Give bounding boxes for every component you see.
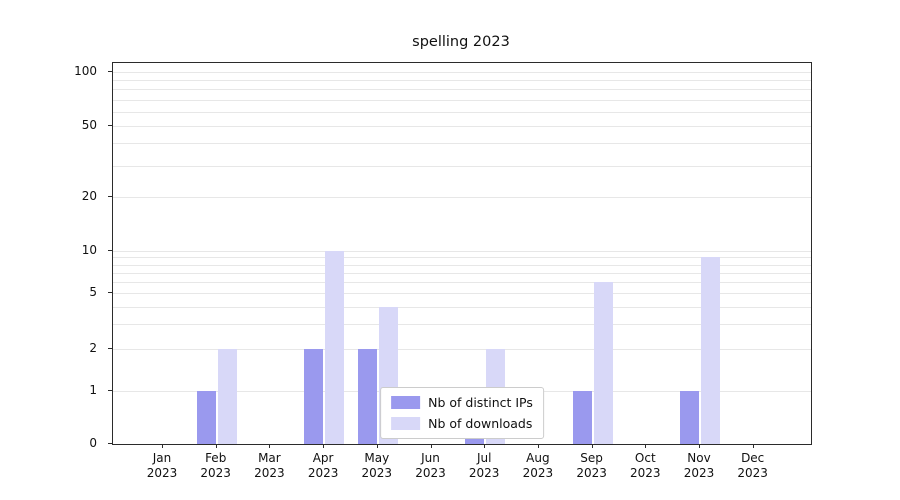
x-tick-label: Jun 2023	[415, 451, 446, 480]
x-tick-label: Oct 2023	[630, 451, 661, 480]
y-tick-label: 100	[74, 64, 97, 78]
gridline	[113, 125, 811, 127]
gridline	[113, 264, 811, 266]
y-tick-mark	[108, 390, 112, 391]
bar-downloads-apr	[325, 251, 345, 444]
y-tick-label: 10	[81, 243, 97, 257]
x-tick-mark	[699, 444, 700, 448]
y-tick-mark	[108, 196, 112, 198]
x-tick-mark	[215, 444, 217, 448]
legend-swatch-downloads	[391, 417, 421, 430]
x-tick-label: Nov 2023	[683, 451, 715, 480]
plot-area: Nb of distinct IPs Nb of downloads	[112, 62, 812, 445]
x-tick-mark	[430, 444, 432, 448]
legend-label-distinct-ips: Nb of distinct IPs	[428, 395, 533, 410]
x-tick-label: Mar 2023	[254, 451, 285, 480]
gridline	[113, 272, 811, 274]
y-tick-mark	[108, 250, 112, 251]
x-tick-label: Dec 2023	[737, 451, 768, 480]
x-tick-mark	[323, 444, 325, 448]
gridline	[113, 324, 811, 326]
x-tick-label: Sep 2023	[576, 451, 607, 480]
gridline	[113, 72, 811, 73]
bar-distinct-ips-sep	[572, 391, 592, 444]
gridline	[113, 293, 811, 295]
y-tick-mark	[108, 71, 112, 72]
bar-distinct-ips-nov	[680, 391, 699, 444]
gridline	[113, 80, 811, 82]
x-tick-label: Feb 2023	[200, 451, 231, 480]
y-tick-label: 0	[89, 436, 97, 450]
gridline	[113, 143, 811, 145]
x-tick-mark	[162, 444, 163, 448]
legend-swatch-distinct-ips	[391, 396, 421, 409]
y-tick-mark	[108, 124, 112, 126]
x-tick-mark	[591, 444, 593, 448]
bar-downloads-sep	[593, 282, 613, 444]
gridline	[113, 111, 811, 113]
x-tick-mark	[269, 444, 271, 448]
x-tick-mark	[376, 444, 378, 448]
y-tick-label: 2	[89, 340, 97, 355]
x-tick-mark	[537, 444, 539, 448]
y-tick-label: 1	[89, 383, 97, 397]
bar-downloads-feb	[217, 348, 237, 444]
y-tick-label: 5	[89, 285, 97, 300]
gridline	[113, 251, 811, 252]
x-tick-mark	[752, 444, 754, 448]
x-tick-label: Apr 2023	[307, 451, 339, 480]
bar-downloads-nov	[701, 257, 720, 444]
x-tick-label: Aug 2023	[522, 451, 554, 480]
legend-label-downloads: Nb of downloads	[428, 416, 533, 431]
gridline	[113, 348, 811, 350]
y-tick-label: 20	[81, 189, 97, 204]
chart-title: spelling 2023	[412, 34, 510, 50]
x-tick-label: Jan 2023	[146, 451, 178, 480]
gridline	[113, 257, 811, 259]
x-tick-mark	[484, 444, 486, 448]
y-tick-mark	[108, 443, 112, 444]
gridline	[113, 165, 811, 167]
x-tick-label: Jul 2023	[468, 451, 500, 480]
y-tick-mark	[108, 292, 112, 294]
y-tick-mark	[108, 347, 112, 349]
y-tick-label: 50	[81, 117, 97, 132]
legend-item-downloads: Nb of downloads	[391, 416, 533, 431]
gridline	[113, 306, 811, 308]
bar-distinct-ips-may	[357, 348, 377, 444]
gridline	[113, 197, 811, 199]
bar-distinct-ips-feb	[196, 391, 216, 444]
legend: Nb of distinct IPs Nb of downloads	[380, 387, 544, 439]
gridline	[113, 89, 811, 91]
x-tick-mark	[645, 444, 647, 448]
legend-item-distinct-ips: Nb of distinct IPs	[391, 395, 533, 410]
x-tick-label: May 2023	[361, 451, 393, 480]
gridline	[113, 99, 811, 101]
gridline	[113, 282, 811, 284]
bar-distinct-ips-apr	[304, 348, 324, 444]
